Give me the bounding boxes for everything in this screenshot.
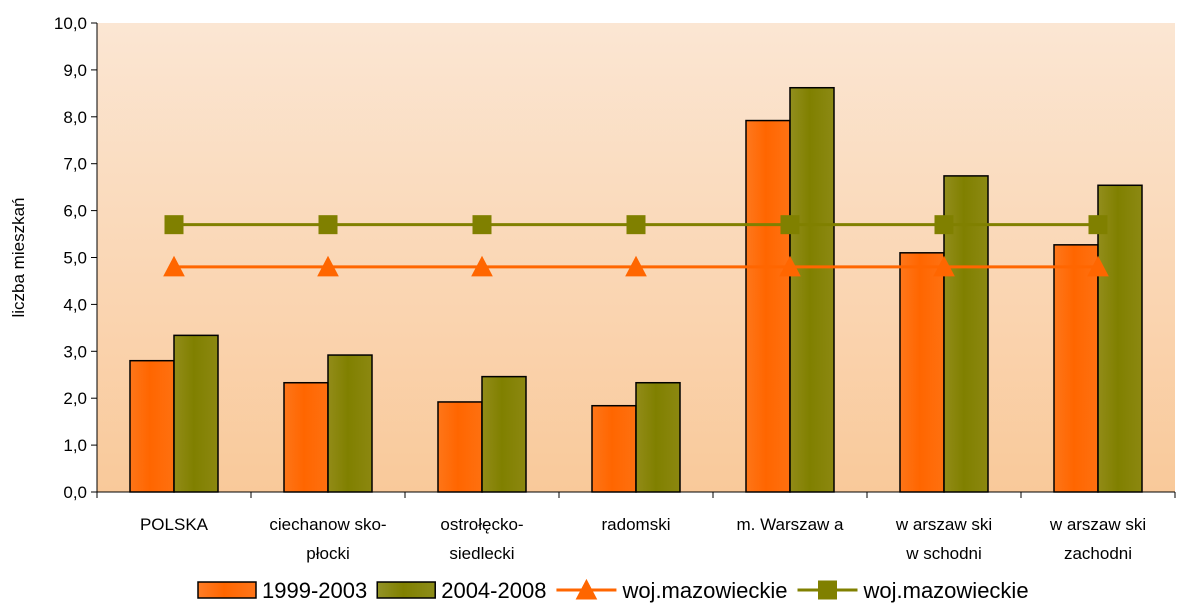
- y-tick-label: 9,0: [63, 61, 87, 80]
- legend-item: 2004-2008: [376, 578, 546, 603]
- bar-1999-2003: [437, 401, 483, 493]
- bar-1999-2003: [1053, 244, 1099, 493]
- legend-label: woj.mazowieckie: [621, 578, 787, 603]
- x-tick-label: radomski: [602, 515, 671, 534]
- lines: [163, 215, 1109, 277]
- marker-woj.mazowieckie: [780, 215, 800, 235]
- legend-marker: [575, 578, 598, 600]
- y-tick-label: 6,0: [63, 202, 87, 221]
- bar-2004-2008: [635, 381, 681, 493]
- bar-2004-2008: [327, 354, 373, 493]
- marker-woj.mazowieckie: [472, 215, 492, 235]
- y-tick-label: 2,0: [63, 389, 87, 408]
- axes: [96, 23, 1175, 493]
- bar-1999-2003: [591, 404, 637, 493]
- marker-woj.mazowieckie: [779, 255, 801, 277]
- bar-2004-2008: [173, 334, 219, 493]
- y-tick-label: 1,0: [63, 436, 87, 455]
- marker-woj.mazowieckie: [318, 215, 338, 235]
- y-tick-label: 3,0: [63, 342, 87, 361]
- y-axis: 0,0 1,0 2,0 3,0 4,0 5,0 6,0 7,0 8,0 9,0 10,0: [54, 14, 97, 502]
- bar-2004-2008: [789, 86, 835, 493]
- legend-swatch: [197, 581, 257, 599]
- marker-woj.mazowieckie: [163, 255, 185, 277]
- x-tick-label: w arszaw ski: [1049, 515, 1146, 534]
- marker-woj.mazowieckie: [471, 255, 493, 277]
- x-tick-label: płocki: [306, 544, 349, 563]
- y-tick-label: 4,0: [63, 295, 87, 314]
- legend-label: woj.mazowieckie: [863, 578, 1029, 603]
- legend-label: 1999-2003: [262, 578, 367, 603]
- legend-item: woj.mazowieckie: [797, 578, 1029, 603]
- marker-woj.mazowieckie: [1087, 255, 1109, 277]
- bar-2004-2008: [481, 375, 527, 493]
- bar-1999-2003: [745, 119, 791, 493]
- x-tick-label: ciechanow sko-: [269, 515, 386, 534]
- bars: [129, 86, 1143, 493]
- y-axis-label: liczba mieszkań: [9, 198, 28, 318]
- marker-woj.mazowieckie: [1088, 215, 1108, 235]
- legend-label: 2004-2008: [441, 578, 546, 603]
- bar-2004-2008: [1097, 184, 1143, 493]
- marker-woj.mazowieckie: [164, 215, 184, 235]
- x-tick-label: zachodni: [1064, 544, 1132, 563]
- y-tick-label: 8,0: [63, 108, 87, 127]
- x-axis: POLSKA ciechanow sko-płocki ostrołęcko-sie…: [96, 492, 1176, 563]
- marker-woj.mazowieckie: [934, 215, 954, 235]
- marker-woj.mazowieckie: [933, 255, 955, 277]
- y-tick-label: 10,0: [54, 14, 87, 33]
- y-tick-label: 7,0: [63, 155, 87, 174]
- legend-item: woj.mazowieckie: [556, 578, 788, 603]
- x-tick-label: siedlecki: [449, 544, 514, 563]
- legend-marker: [818, 580, 837, 600]
- bar-1999-2003: [283, 381, 329, 493]
- legend: 1999-2003 2004-2008 woj.mazowieckie woj.maz…: [197, 578, 1029, 603]
- x-tick-label: ostrołęcko-: [440, 515, 523, 534]
- x-tick-label: w schodni: [905, 544, 982, 563]
- x-tick-label: POLSKA: [140, 515, 209, 534]
- marker-woj.mazowieckie: [317, 255, 339, 277]
- x-tick-label: w arszaw ski: [895, 515, 992, 534]
- x-tick-label: m. Warszaw a: [736, 515, 844, 534]
- marker-woj.mazowieckie: [626, 215, 646, 235]
- legend-item: 1999-2003: [197, 578, 367, 603]
- legend-swatch: [376, 581, 436, 599]
- bar-1999-2003: [129, 359, 175, 493]
- y-tick-label: 0,0: [63, 483, 87, 502]
- marker-woj.mazowieckie: [625, 255, 647, 277]
- y-tick-label: 5,0: [63, 249, 87, 268]
- bar-1999-2003: [899, 252, 945, 493]
